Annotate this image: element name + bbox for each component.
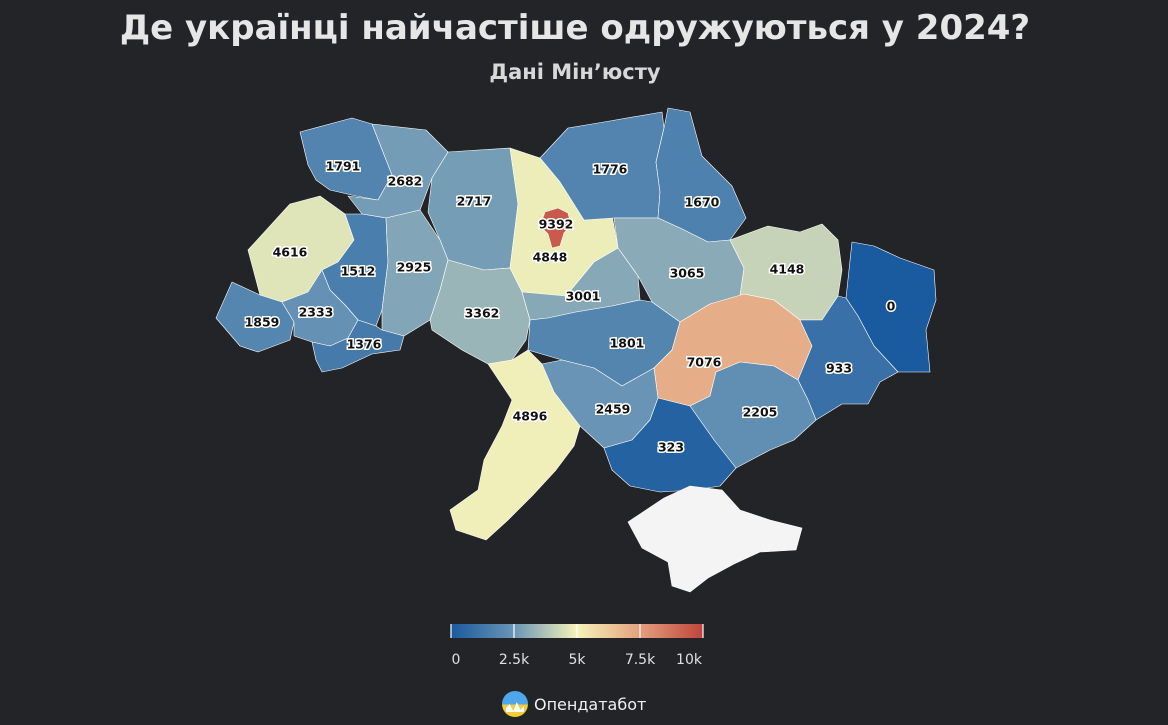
region-value-label: 4896 [513, 409, 548, 424]
region-value-label: 933 [826, 361, 852, 376]
region-value-label: 1376 [347, 337, 382, 352]
region-value-label: 2459 [596, 402, 631, 417]
legend-tick-label: 7.5k [625, 652, 656, 668]
legend-tick-label: 2.5k [499, 652, 530, 668]
region-value-label: 1670 [685, 195, 720, 210]
opendatabot-logo-icon [502, 691, 528, 717]
region-value-label: 1791 [326, 159, 361, 174]
region-value-label: 2717 [457, 194, 492, 209]
region-value-label: 3001 [566, 289, 601, 304]
region-чернівецька[interactable] [311, 319, 405, 373]
region-київ[interactable] [539, 207, 572, 249]
region-одеська[interactable] [449, 349, 581, 541]
legend-tick-label: 5k [568, 652, 586, 668]
region-value-label: 9392 [539, 217, 574, 232]
page-subtitle: Дані Мін’юсту [489, 60, 661, 84]
region-value-label: 3362 [465, 306, 500, 321]
region-value-label: 4148 [770, 262, 805, 277]
region-value-label: 1801 [610, 336, 645, 351]
legend-tick-label: 10k [676, 652, 703, 668]
region-value-label: 2333 [299, 305, 334, 320]
region-value-label: 7076 [687, 355, 722, 370]
brand: Опендатабот [502, 690, 646, 718]
region-value-label: 4616 [273, 245, 308, 260]
brand-name: Опендатабот [534, 694, 647, 714]
region-волинська[interactable] [299, 117, 393, 201]
region-value-label: 4848 [533, 250, 568, 265]
region-value-label: 2205 [743, 405, 778, 420]
color-legend: 0 2.5k 5k 7.5k 10k [450, 624, 704, 668]
region-value-label: 1859 [245, 315, 280, 330]
region-value-label: 1512 [341, 264, 376, 279]
page-title: Де українці найчастіше одружуються у 202… [119, 8, 1031, 48]
region-value-label: 1776 [593, 162, 628, 177]
region-сумська[interactable] [655, 107, 747, 243]
region-value-label: 0 [887, 299, 896, 314]
region-value-label: 323 [658, 440, 684, 455]
region-value-label: 2925 [397, 260, 432, 275]
region-крим[interactable] [627, 485, 803, 593]
region-value-label: 2682 [388, 174, 423, 189]
region-value-label: 3065 [670, 266, 705, 281]
region-херсонська[interactable] [603, 397, 737, 493]
legend-tick-label: 0 [452, 652, 461, 668]
